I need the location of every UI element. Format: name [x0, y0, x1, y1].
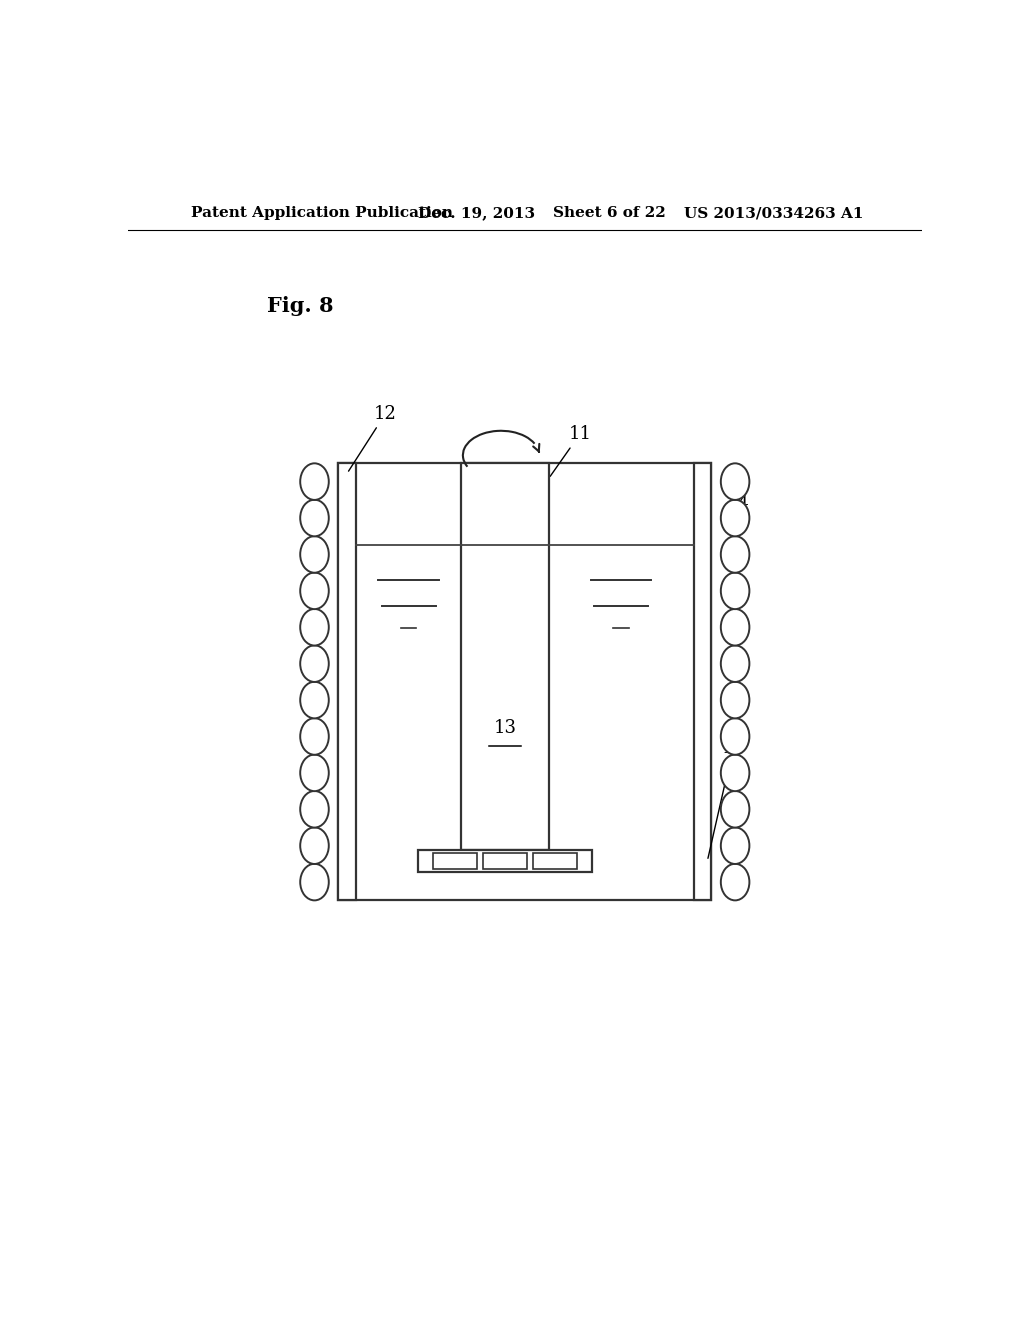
- Bar: [418, 850, 592, 873]
- Bar: [433, 853, 477, 869]
- Text: Sheet 6 of 22: Sheet 6 of 22: [553, 206, 666, 220]
- Text: 14: 14: [727, 495, 750, 517]
- Circle shape: [300, 828, 329, 865]
- Circle shape: [721, 573, 750, 609]
- Circle shape: [300, 791, 329, 828]
- Text: Fig. 8: Fig. 8: [267, 296, 334, 315]
- Bar: [338, 463, 355, 900]
- Bar: [483, 853, 526, 869]
- Circle shape: [300, 645, 329, 682]
- Circle shape: [721, 791, 750, 828]
- Circle shape: [721, 755, 750, 791]
- Circle shape: [300, 863, 329, 900]
- Circle shape: [300, 609, 329, 645]
- Text: US 2013/0334263 A1: US 2013/0334263 A1: [684, 206, 863, 220]
- Circle shape: [300, 463, 329, 500]
- Bar: [338, 463, 712, 900]
- Circle shape: [300, 536, 329, 573]
- Text: Patent Application Publication: Patent Application Publication: [191, 206, 454, 220]
- Text: 13: 13: [494, 719, 516, 737]
- Bar: [694, 463, 712, 900]
- Circle shape: [721, 863, 750, 900]
- Text: 12: 12: [348, 405, 397, 471]
- Text: 10: 10: [708, 739, 744, 858]
- Circle shape: [300, 573, 329, 609]
- Circle shape: [721, 536, 750, 573]
- Circle shape: [721, 500, 750, 536]
- Text: Dec. 19, 2013: Dec. 19, 2013: [418, 206, 535, 220]
- Bar: [461, 463, 549, 850]
- Bar: [534, 853, 577, 869]
- Circle shape: [300, 681, 329, 718]
- Text: 11: 11: [550, 425, 592, 477]
- Circle shape: [721, 828, 750, 865]
- Circle shape: [721, 718, 750, 755]
- Circle shape: [300, 718, 329, 755]
- Circle shape: [721, 681, 750, 718]
- Circle shape: [300, 500, 329, 536]
- Circle shape: [721, 463, 750, 500]
- Circle shape: [300, 755, 329, 791]
- Circle shape: [721, 645, 750, 682]
- Circle shape: [721, 609, 750, 645]
